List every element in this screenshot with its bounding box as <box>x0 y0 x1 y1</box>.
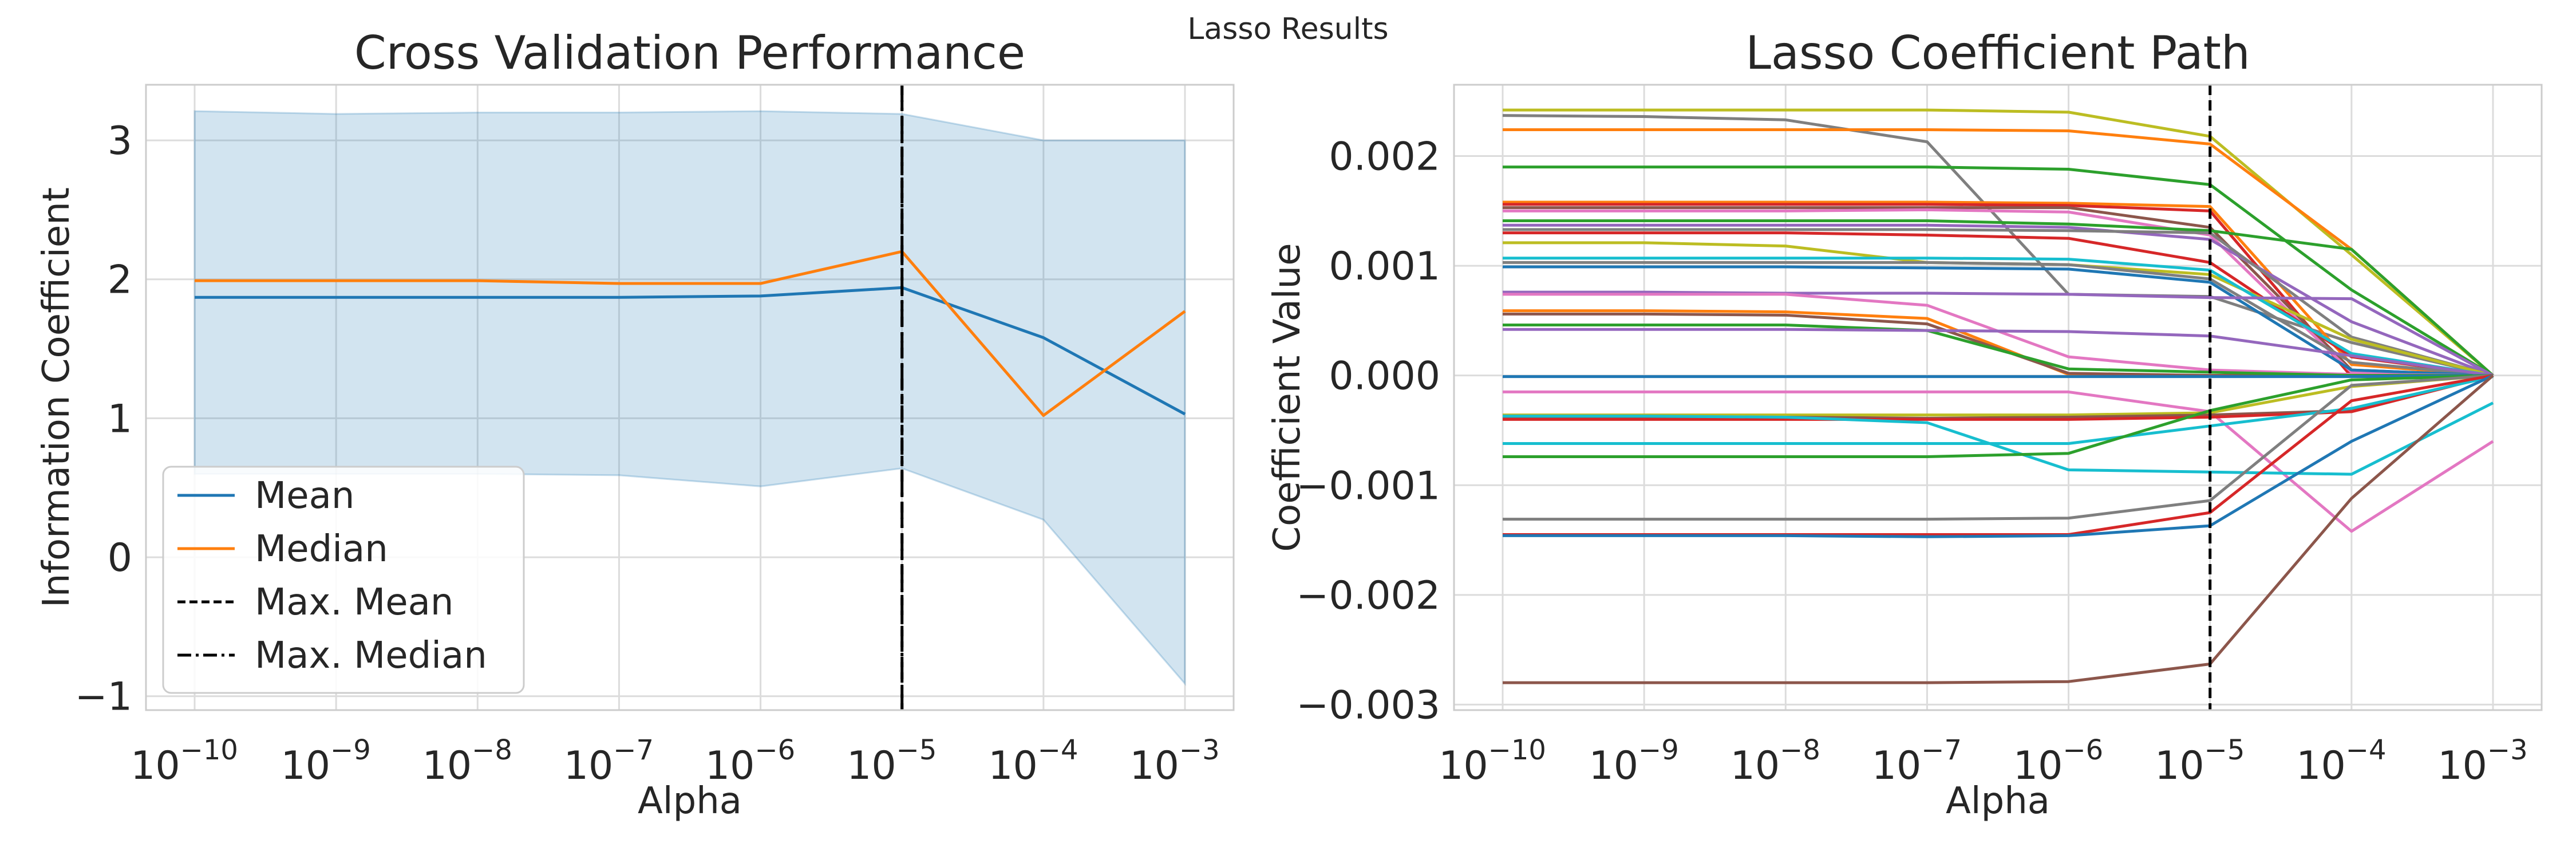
y-tick-label: −1 <box>75 675 132 720</box>
y-tick-label: 0.001 <box>1329 244 1440 289</box>
y-tick-label: 0.000 <box>1329 354 1440 399</box>
x-axis-label: Alpha <box>1946 780 2050 822</box>
x-tick-label: 10−10 <box>1439 734 1546 789</box>
x-tick-label: 10−3 <box>2437 734 2527 789</box>
x-tick-label: 10−6 <box>705 734 795 789</box>
series-line-median <box>195 250 1186 417</box>
legend-label: Median <box>255 528 388 570</box>
legend: Mean Median Max. Mean Max. Median <box>162 466 525 694</box>
x-tick-label: 10−7 <box>564 734 654 789</box>
y-axis-label: Information Coefficient <box>35 187 78 608</box>
y-tick-label: −0.003 <box>1296 683 1440 728</box>
y-tick-label: 0.002 <box>1329 135 1440 180</box>
y-axis-label: Coefficient Value <box>1266 243 1309 551</box>
x-tick-label: 10−8 <box>422 734 512 789</box>
y-tick-label: 0 <box>108 535 132 581</box>
series-line-mean <box>195 286 1186 416</box>
coefficient-path-line <box>1503 401 2494 476</box>
coefficient-path-line <box>1503 265 2494 377</box>
coefficient-path-line <box>1503 128 2494 377</box>
x-tick-label: 10−8 <box>1730 734 1820 789</box>
coefficient-path-line <box>1503 108 2494 377</box>
chart-title: Cross Validation Performance <box>354 26 1025 80</box>
coefficient-path-line <box>1503 374 2494 521</box>
legend-label: Mean <box>255 475 354 517</box>
axes-frame <box>145 84 1235 711</box>
y-tick-label: 2 <box>108 258 132 303</box>
coefficient-path-line <box>1503 390 2494 533</box>
y-tick-label: −0.002 <box>1296 573 1440 618</box>
coefficient-path-line <box>1503 166 2494 377</box>
x-tick-label: 10−3 <box>1129 734 1219 789</box>
y-tick-label: 1 <box>108 396 132 442</box>
y-tick-label: 3 <box>108 119 132 164</box>
coefficient-path-line <box>1503 374 2494 379</box>
coefficient-path-line <box>1503 324 2493 377</box>
coefficient-path-line <box>1503 374 2494 684</box>
x-tick-label: 10−5 <box>847 734 937 789</box>
legend-label: Max. Mean <box>255 581 453 624</box>
x-tick-label: 10−7 <box>1872 734 1962 789</box>
x-axis-label: Alpha <box>638 780 742 822</box>
cross-validation-chart: 10−10 10−9 10−8 10−7 10−6 10−5 10−4 10−3 −1 0 1 2 3 C… <box>35 26 1235 822</box>
coefficient-path-line <box>1503 257 2494 377</box>
figure-suptitle: Lasso Results <box>1187 12 1388 46</box>
coefficient-path-line <box>1502 114 2494 377</box>
coefficient-path-line <box>1503 206 2494 377</box>
legend-label: Max. Median <box>255 635 487 677</box>
coefficient-path-chart: 10−10 10−9 10−8 10−7 10−6 10−5 10−4 10−3 −0.003 −… <box>1266 26 2543 822</box>
coefficient-path-line <box>1503 374 2494 458</box>
x-tick-label: 10−10 <box>131 734 238 789</box>
coefficient-path-line <box>1503 219 2494 377</box>
x-tick-label: 10−9 <box>280 734 370 789</box>
x-tick-label: 10−4 <box>988 734 1078 789</box>
x-tick-label: 10−9 <box>1589 734 1678 789</box>
coefficient-path-line <box>1503 261 2494 377</box>
x-tick-label: 10−5 <box>2155 734 2245 789</box>
axes-frame <box>1453 84 2543 711</box>
legend-box <box>162 466 525 694</box>
coefficient-path-line <box>1503 290 2494 377</box>
y-tick-label: −0.001 <box>1296 463 1440 509</box>
coefficient-path-line <box>1503 223 2494 377</box>
chart-title: Lasso Coefficient Path <box>1745 26 2250 80</box>
coefficient-path-line <box>1503 374 2494 538</box>
coefficient-path-line <box>1503 228 2494 377</box>
x-tick-label: 10−4 <box>2296 734 2386 789</box>
coefficient-path-line <box>1503 375 2494 445</box>
x-tick-label: 10−6 <box>2013 734 2103 789</box>
coefficient-path-line <box>1503 328 2494 377</box>
